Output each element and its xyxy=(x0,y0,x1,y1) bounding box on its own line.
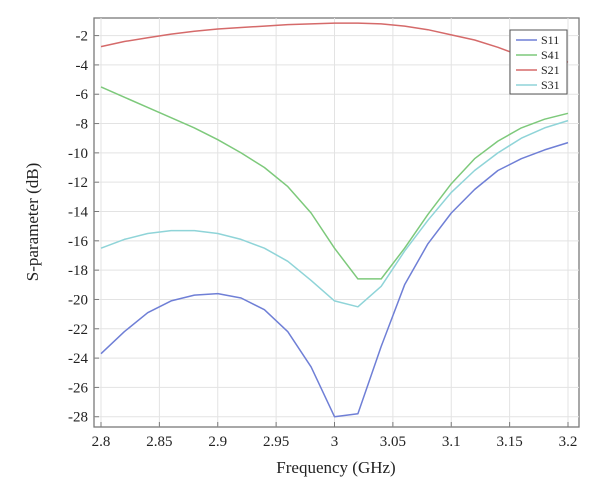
series-line-s21 xyxy=(100,22,569,63)
x-tick-label: 3.15 xyxy=(497,434,523,450)
x-tick-label: 3.05 xyxy=(380,434,406,450)
series-line-s11 xyxy=(100,141,569,418)
legend-label-s21: S21 xyxy=(541,63,560,77)
y-tick-label: -12 xyxy=(68,175,88,191)
y-tick-label: -26 xyxy=(68,380,88,396)
y-tick-label: -4 xyxy=(76,58,89,74)
x-tick-label: 3.2 xyxy=(559,434,578,450)
series-lines xyxy=(100,22,569,418)
y-tick-label: -22 xyxy=(68,322,88,338)
y-tick-label: -20 xyxy=(68,292,88,308)
y-tick-label: -2 xyxy=(76,29,89,45)
legend-label-s11: S11 xyxy=(541,33,559,47)
y-tick-label: -16 xyxy=(68,234,88,250)
x-tick-labels: 2.8 2.85 2.9 2.95 3 3.05 3.1 3.15 3.2 xyxy=(92,434,578,450)
y-tick-label: -8 xyxy=(76,117,89,133)
legend-label-s41: S41 xyxy=(541,48,560,62)
y-tick-label: -10 xyxy=(68,146,88,162)
legend-label-s31: S31 xyxy=(541,78,560,92)
x-tick-label: 2.9 xyxy=(208,434,227,450)
y-tick-label: -18 xyxy=(68,263,88,279)
grid xyxy=(94,18,579,427)
series-line-s31 xyxy=(100,119,569,308)
y-tick-label: -14 xyxy=(68,205,88,221)
y-tick-label: -24 xyxy=(68,351,88,367)
y-axis-label: S-parameter (dB) xyxy=(23,163,42,281)
plot-area xyxy=(93,17,580,428)
x-tick-label: 3 xyxy=(331,434,339,450)
series-line-s41 xyxy=(100,86,569,280)
x-tick-label: 2.8 xyxy=(92,434,111,450)
x-tick-label: 2.95 xyxy=(263,434,289,450)
x-axis-label: Frequency (GHz) xyxy=(276,458,395,477)
y-tick-labels: -2 -4 -6 -8 -10 -12 -14 -16 -18 -20 -22 -24 -26 -28 xyxy=(68,29,88,426)
y-tick-label: -6 xyxy=(76,87,89,103)
x-tick-label: 3.1 xyxy=(442,434,461,450)
ticks xyxy=(94,35,569,427)
y-tick-label: -28 xyxy=(68,410,88,426)
x-tick-label: 2.85 xyxy=(146,434,172,450)
